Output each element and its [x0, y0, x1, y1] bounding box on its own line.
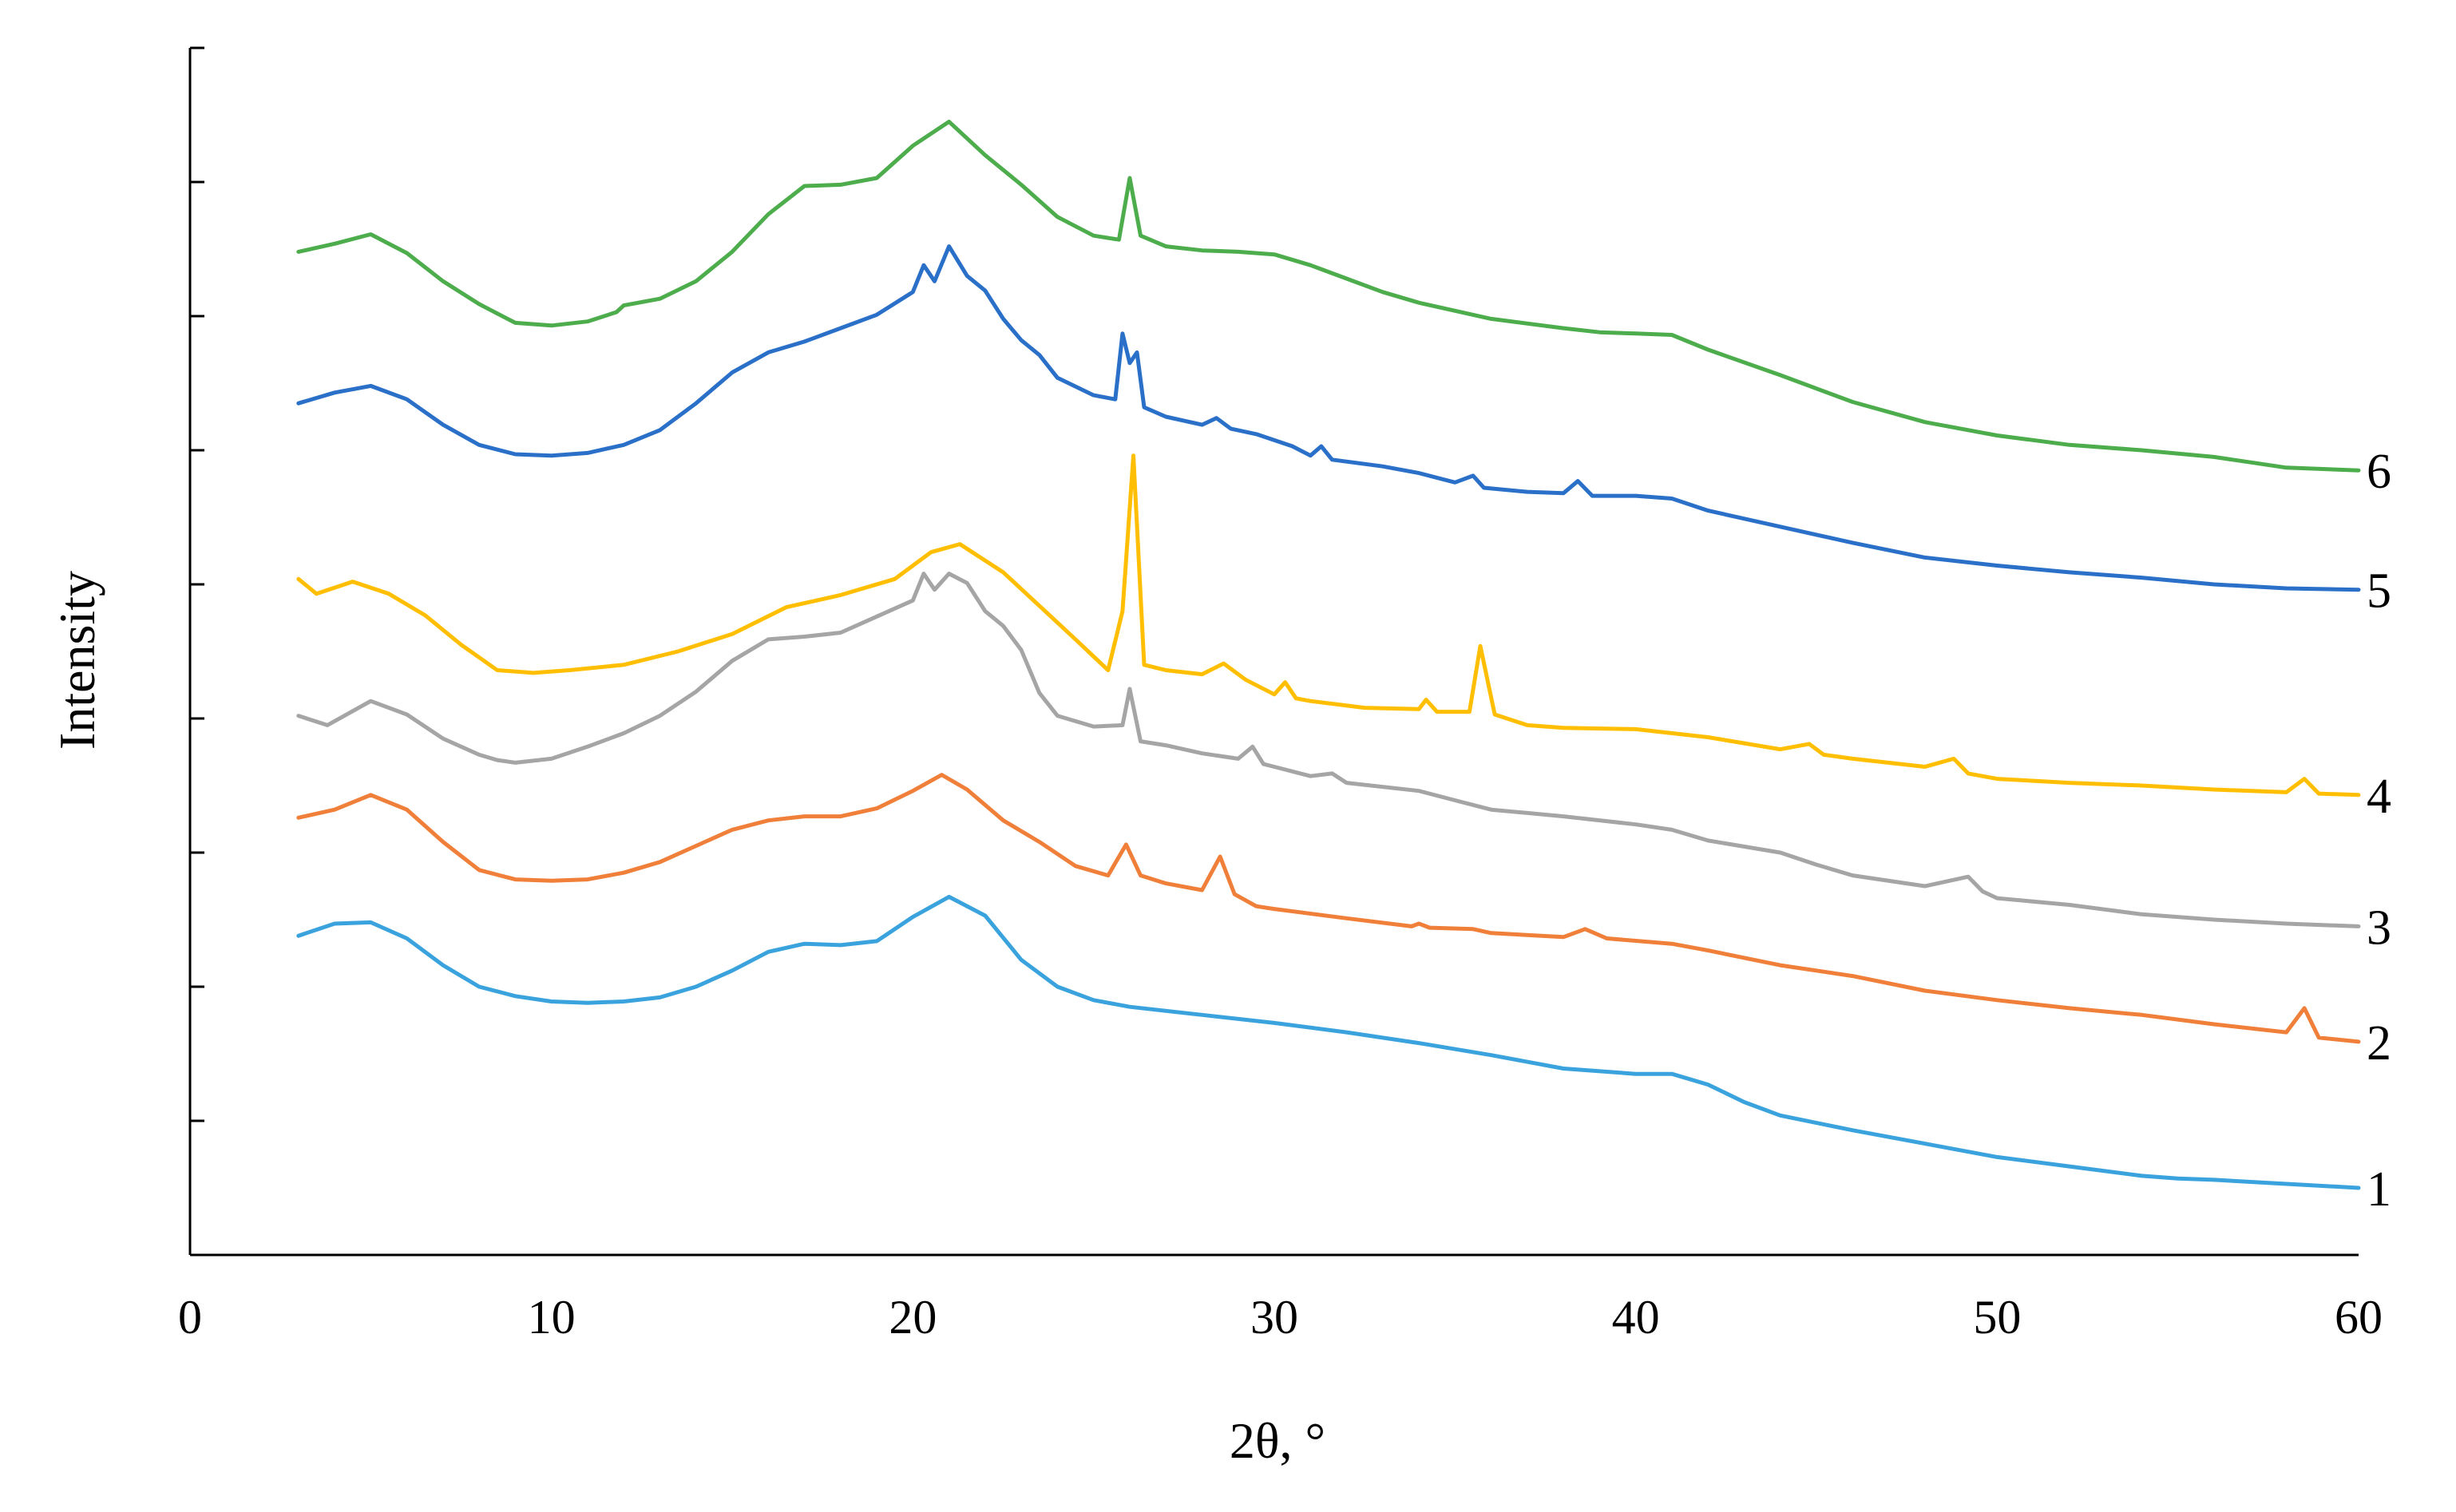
x-tick-label: 10: [528, 1291, 576, 1344]
y-axis-title: Intensity: [49, 571, 105, 750]
x-tick-label: 50: [1973, 1291, 2021, 1344]
series-label-3: 3: [2367, 900, 2391, 955]
x-tick-label: 0: [178, 1291, 202, 1344]
series-group: 1 2 3 4 5 6: [296, 119, 2391, 1217]
x-ticks: 0 10 20 30 40 50 60: [178, 1291, 2383, 1344]
series-4: 4: [296, 453, 2391, 824]
series-2: 2: [296, 773, 2391, 1071]
series-label-2: 2: [2367, 1016, 2391, 1071]
series-label-6: 6: [2367, 445, 2391, 499]
series-3: 3: [296, 572, 2391, 955]
series-line-3: [296, 572, 2361, 928]
x-tick-label: 30: [1250, 1291, 1298, 1344]
series-6: 6: [296, 119, 2391, 499]
x-tick-label: 40: [1612, 1291, 1660, 1344]
series-1: 1: [296, 894, 2391, 1217]
series-line-4: [296, 453, 2361, 798]
series-line-6: [296, 119, 2361, 473]
series-line-1: [296, 894, 2361, 1190]
series-line-2: [296, 773, 2361, 1044]
y-ticks: [190, 46, 204, 1122]
x-tick-label: 60: [2335, 1291, 2383, 1344]
plot-area: 0 10 20 30 40 50 60 1 2 3 4 5 6: [178, 46, 2391, 1344]
series-label-5: 5: [2367, 564, 2391, 619]
series-label-1: 1: [2367, 1162, 2391, 1217]
series-line-5: [296, 244, 2361, 592]
x-axis-title: 2θ, °: [1230, 1412, 1325, 1469]
series-label-4: 4: [2367, 770, 2391, 824]
x-tick-label: 20: [889, 1291, 937, 1344]
series-5: 5: [296, 244, 2391, 619]
